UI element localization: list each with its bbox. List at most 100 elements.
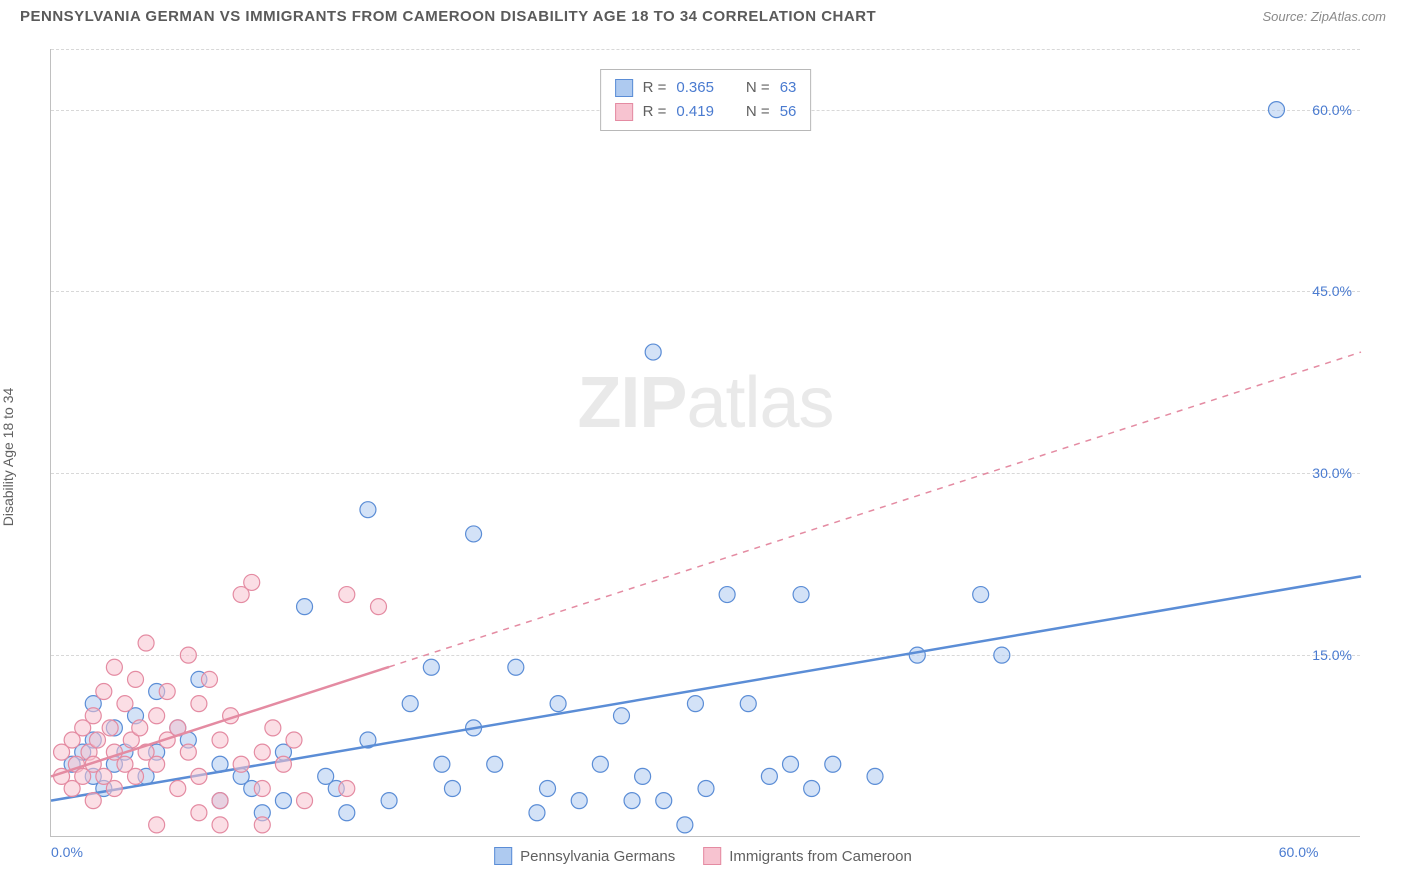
data-point	[149, 756, 165, 772]
data-point	[677, 817, 693, 833]
data-point	[212, 732, 228, 748]
stats-row: R = 0.365 N = 63	[615, 76, 797, 100]
data-point	[149, 817, 165, 833]
x-tick-label: 60.0%	[1279, 844, 1319, 860]
data-point	[973, 587, 989, 603]
legend-item: Pennsylvania Germans	[494, 847, 675, 865]
data-point	[1268, 102, 1284, 118]
data-point	[698, 781, 714, 797]
data-point	[783, 756, 799, 772]
y-tick-label: 45.0%	[1312, 283, 1352, 299]
data-point	[191, 768, 207, 784]
stats-legend: R = 0.365 N = 63 R = 0.419 N = 56	[600, 69, 812, 131]
data-point	[254, 781, 270, 797]
data-point	[613, 708, 629, 724]
data-point	[381, 793, 397, 809]
data-point	[149, 708, 165, 724]
data-point	[592, 756, 608, 772]
data-point	[297, 599, 313, 615]
y-tick-label: 30.0%	[1312, 465, 1352, 481]
chart-title: PENNSYLVANIA GERMAN VS IMMIGRANTS FROM C…	[20, 8, 876, 25]
data-point	[128, 671, 144, 687]
data-point	[402, 696, 418, 712]
data-point	[656, 793, 672, 809]
legend-swatch-icon	[703, 847, 721, 865]
data-point	[508, 659, 524, 675]
chart-container: Disability Age 18 to 34 ZIPatlas R = 0.3…	[0, 29, 1406, 869]
data-point	[286, 732, 302, 748]
plot-area: ZIPatlas R = 0.365 N = 63 R = 0.419 N = …	[50, 49, 1360, 837]
data-point	[180, 744, 196, 760]
data-point	[867, 768, 883, 784]
data-point	[102, 720, 118, 736]
data-point	[244, 574, 260, 590]
data-point	[550, 696, 566, 712]
data-point	[89, 732, 105, 748]
data-point	[444, 781, 460, 797]
data-point	[96, 684, 112, 700]
data-point	[994, 647, 1010, 663]
legend-label: Pennsylvania Germans	[520, 848, 675, 865]
data-point	[201, 671, 217, 687]
data-point	[909, 647, 925, 663]
legend-swatch-icon	[494, 847, 512, 865]
bottom-legend: Pennsylvania Germans Immigrants from Cam…	[494, 847, 912, 865]
r-label: R =	[643, 100, 667, 124]
data-point	[106, 659, 122, 675]
data-point	[233, 756, 249, 772]
legend-item: Immigrants from Cameroon	[703, 847, 912, 865]
data-point	[635, 768, 651, 784]
data-point	[423, 659, 439, 675]
data-point	[275, 793, 291, 809]
data-point	[170, 781, 186, 797]
data-point	[254, 744, 270, 760]
data-point	[138, 635, 154, 651]
data-point	[254, 817, 270, 833]
data-point	[719, 587, 735, 603]
data-point	[761, 768, 777, 784]
n-label: N =	[746, 100, 770, 124]
y-tick-label: 15.0%	[1312, 647, 1352, 663]
data-point	[275, 756, 291, 772]
data-point	[466, 526, 482, 542]
y-axis-label: Disability Age 18 to 34	[0, 388, 16, 527]
data-point	[85, 708, 101, 724]
data-point	[624, 793, 640, 809]
data-point	[825, 756, 841, 772]
data-point	[191, 696, 207, 712]
r-value: 0.365	[676, 76, 714, 100]
scatter-svg	[51, 49, 1360, 836]
n-value: 63	[780, 76, 797, 100]
data-point	[434, 756, 450, 772]
data-point	[128, 768, 144, 784]
data-point	[297, 793, 313, 809]
data-point	[540, 781, 556, 797]
data-point	[212, 793, 228, 809]
data-point	[339, 587, 355, 603]
source-attribution: Source: ZipAtlas.com	[1262, 9, 1386, 24]
data-point	[85, 793, 101, 809]
data-point	[159, 684, 175, 700]
stats-row: R = 0.419 N = 56	[615, 100, 797, 124]
data-point	[191, 805, 207, 821]
data-point	[371, 599, 387, 615]
data-point	[793, 587, 809, 603]
data-point	[804, 781, 820, 797]
n-value: 56	[780, 100, 797, 124]
legend-swatch-icon	[615, 79, 633, 97]
n-label: N =	[746, 76, 770, 100]
data-point	[180, 647, 196, 663]
data-point	[487, 756, 503, 772]
r-label: R =	[643, 76, 667, 100]
data-point	[212, 817, 228, 833]
data-point	[106, 781, 122, 797]
data-point	[740, 696, 756, 712]
data-point	[339, 781, 355, 797]
data-point	[645, 344, 661, 360]
data-point	[339, 805, 355, 821]
y-tick-label: 60.0%	[1312, 102, 1352, 118]
data-point	[265, 720, 281, 736]
data-point	[117, 696, 133, 712]
legend-swatch-icon	[615, 103, 633, 121]
data-point	[687, 696, 703, 712]
